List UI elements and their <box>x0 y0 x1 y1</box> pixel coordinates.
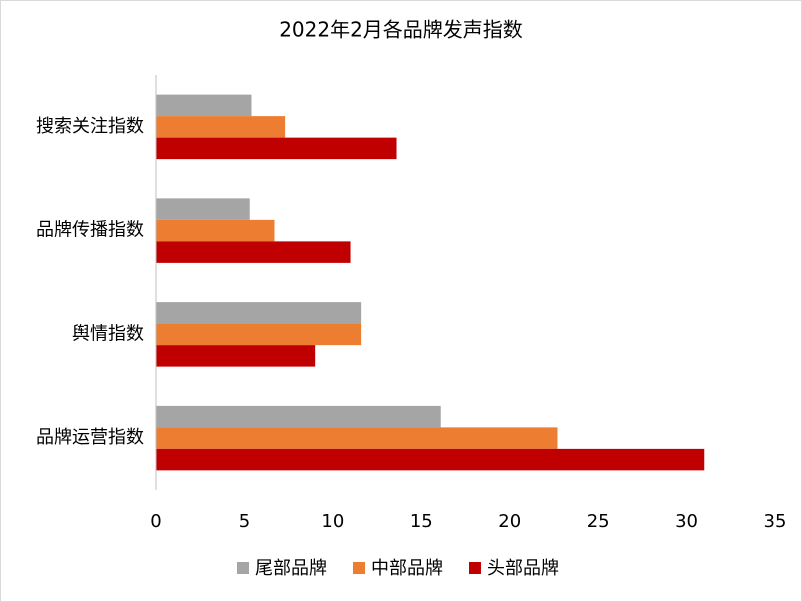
bar <box>156 302 362 324</box>
bar <box>156 198 250 220</box>
bar <box>156 448 705 471</box>
legend-label: 中部品牌 <box>371 558 443 579</box>
y-tick-label: 舆情指数 <box>72 323 144 344</box>
bar <box>156 323 362 346</box>
legend-swatch <box>469 562 481 574</box>
bar <box>156 94 252 117</box>
bar <box>156 427 558 449</box>
x-tick-label: 0 <box>150 511 161 532</box>
bar <box>156 219 275 242</box>
bar <box>156 137 397 160</box>
bar <box>156 116 286 138</box>
y-tick-label: 搜索关注指数 <box>36 116 144 137</box>
x-tick-label: 10 <box>321 511 344 532</box>
legend-swatch <box>353 562 365 574</box>
y-tick-label: 品牌传播指数 <box>36 220 144 241</box>
legend-label: 尾部品牌 <box>255 558 327 579</box>
x-tick-label: 30 <box>675 511 698 532</box>
bar <box>156 345 316 367</box>
bar <box>156 405 441 428</box>
x-tick-label: 5 <box>239 511 250 532</box>
x-tick-label: 20 <box>498 511 521 532</box>
x-tick-label: 15 <box>410 511 433 532</box>
legend-swatch <box>237 562 249 574</box>
x-tick-label: 35 <box>764 511 787 532</box>
legend-label: 头部品牌 <box>487 558 559 579</box>
bar <box>156 241 351 263</box>
x-tick-label: 25 <box>587 511 610 532</box>
chart-title: 2022年2月各品牌发声指数 <box>279 18 523 42</box>
y-tick-label: 品牌运营指数 <box>36 427 144 448</box>
